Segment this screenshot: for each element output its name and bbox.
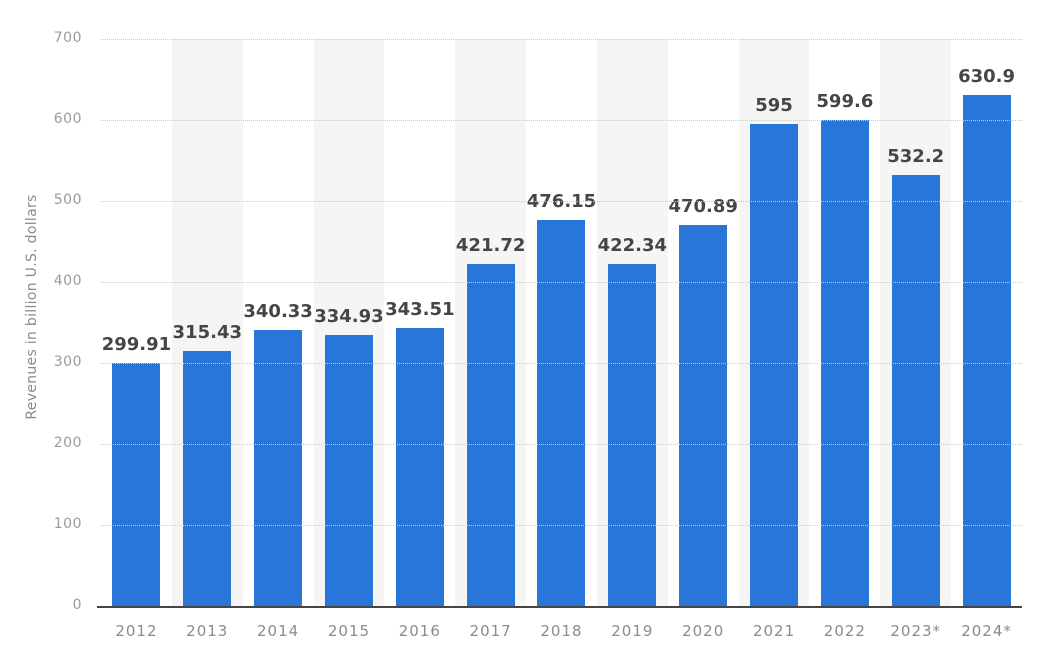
bar-2014[interactable] bbox=[254, 330, 303, 606]
x-tick-label-2018: 2018 bbox=[540, 622, 583, 640]
gridline-300 bbox=[101, 363, 1022, 364]
bar-2016[interactable] bbox=[395, 327, 444, 606]
bar-2018[interactable] bbox=[537, 220, 586, 606]
category-column-2024*: 630.9 2024* bbox=[951, 39, 1022, 640]
y-tick-label-400: 400 bbox=[53, 273, 82, 289]
bar-2023*[interactable] bbox=[891, 174, 940, 606]
x-axis-line bbox=[97, 606, 1022, 608]
x-tick-label-2014: 2014 bbox=[257, 622, 300, 640]
value-label-2021: 595 bbox=[755, 95, 793, 117]
value-label-2023*: 532.2 bbox=[887, 145, 945, 167]
value-label-2015: 334.93 bbox=[314, 305, 384, 327]
value-label-2020: 470.89 bbox=[668, 195, 738, 217]
y-tick-label-200: 200 bbox=[53, 435, 82, 451]
x-tick-label-2020: 2020 bbox=[682, 622, 725, 640]
category-column-2021: 595 2021 bbox=[738, 39, 810, 640]
y-tick-label-100: 100 bbox=[53, 516, 82, 532]
x-tick-label-2023*: 2023* bbox=[890, 622, 942, 640]
gridline-700 bbox=[101, 39, 1022, 40]
gridline-500 bbox=[101, 201, 1022, 202]
y-tick-label-600: 600 bbox=[53, 111, 82, 127]
category-column-2022: 599.6 2022 bbox=[809, 39, 880, 640]
category-column-2023*: 532.2 2023* bbox=[880, 39, 952, 640]
y-tick-label-500: 500 bbox=[53, 192, 82, 208]
x-tick-label-2012: 2012 bbox=[115, 622, 158, 640]
category-column-2016: 343.51 2016 bbox=[384, 39, 455, 640]
bar-2012[interactable] bbox=[112, 363, 161, 606]
category-column-2019: 422.34 2019 bbox=[596, 39, 668, 640]
bar-2017[interactable] bbox=[466, 264, 515, 606]
category-column-2018: 476.15 2018 bbox=[526, 39, 597, 640]
value-label-2022: 599.6 bbox=[816, 91, 874, 113]
value-label-2017: 421.72 bbox=[455, 235, 526, 257]
bar-2021[interactable] bbox=[750, 124, 799, 606]
category-column-2017: 421.72 2017 bbox=[455, 39, 527, 640]
plot-area: 299.91 2012 315.43 2013 340.33 2014 334.93 2015… bbox=[97, 39, 1022, 640]
category-column-2012: 299.91 2012 bbox=[101, 39, 172, 640]
x-tick-label-2015: 2015 bbox=[327, 622, 371, 640]
value-label-2013: 315.43 bbox=[172, 321, 242, 343]
y-tick-label-700: 700 bbox=[53, 30, 82, 46]
x-tick-label-2019: 2019 bbox=[611, 622, 654, 640]
gridline-200 bbox=[101, 444, 1022, 445]
x-tick-label-2013: 2013 bbox=[186, 622, 229, 640]
bar-2024*[interactable] bbox=[962, 94, 1011, 606]
y-tick-label-300: 300 bbox=[53, 354, 82, 370]
bar-2019[interactable] bbox=[608, 263, 657, 606]
bar-2013[interactable] bbox=[183, 350, 232, 606]
gridline-400 bbox=[101, 282, 1022, 283]
value-label-2014: 340.33 bbox=[243, 301, 313, 323]
gridline-600 bbox=[101, 120, 1022, 121]
value-label-2024*: 630.9 bbox=[958, 65, 1016, 87]
category-column-2020: 470.89 2020 bbox=[668, 39, 739, 640]
x-tick-label-2017: 2017 bbox=[469, 622, 512, 640]
x-tick-label-2021: 2021 bbox=[752, 622, 796, 640]
y-axis-title: Revenues in billion U.S. dollars bbox=[24, 194, 40, 420]
x-tick-label-2022: 2022 bbox=[823, 622, 866, 640]
category-column-2015: 334.93 2015 bbox=[313, 39, 385, 640]
x-tick-label-2024*: 2024* bbox=[961, 622, 1012, 640]
value-label-2019: 422.34 bbox=[597, 234, 668, 256]
bar-2020[interactable] bbox=[679, 224, 728, 606]
category-column-2013: 315.43 2013 bbox=[171, 39, 243, 640]
bar-2015[interactable] bbox=[324, 334, 373, 606]
y-tick-label-0: 0 bbox=[72, 597, 82, 613]
value-label-2016: 343.51 bbox=[385, 298, 455, 320]
x-tick-label-2016: 2016 bbox=[398, 622, 441, 640]
gridline-100 bbox=[101, 525, 1022, 526]
value-label-2012: 299.91 bbox=[101, 334, 172, 356]
category-column-2014: 340.33 2014 bbox=[243, 39, 314, 640]
